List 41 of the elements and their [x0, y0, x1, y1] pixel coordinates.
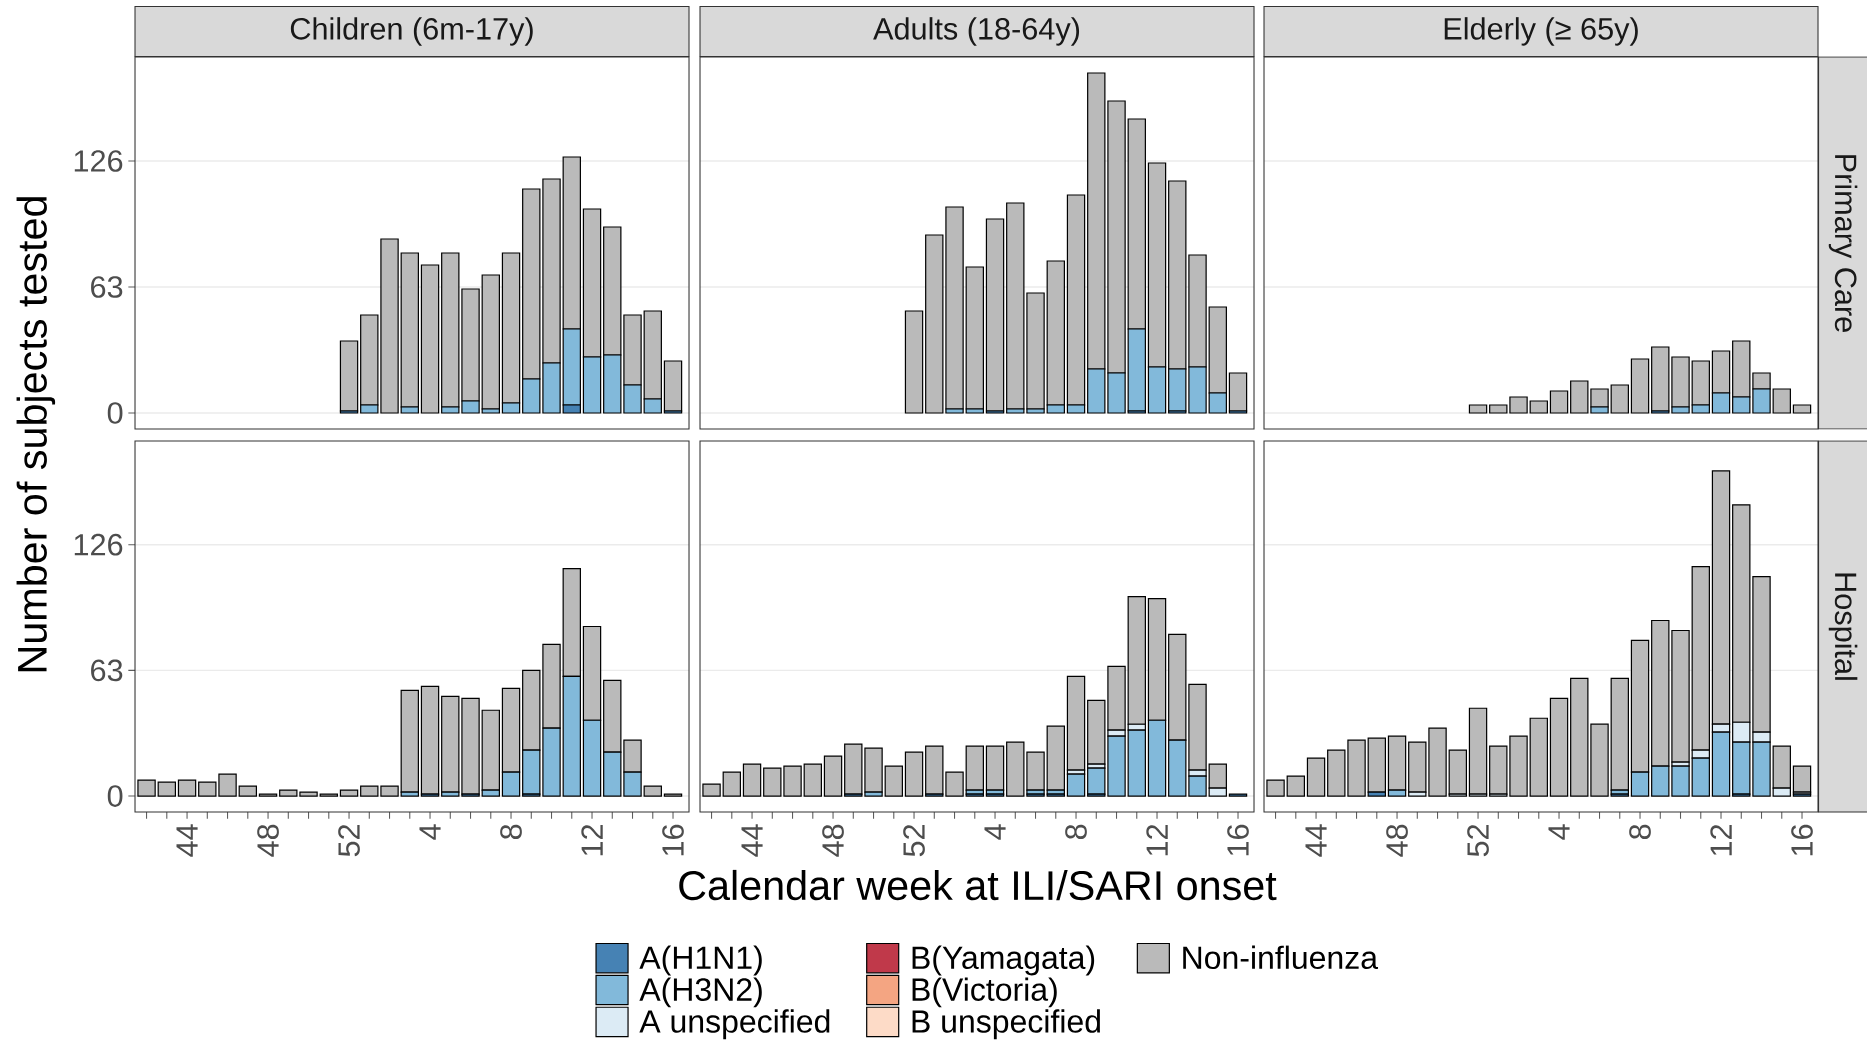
- legend-label: B(Yamagata): [912, 945, 1095, 976]
- y-tick-label: 63: [91, 659, 123, 682]
- legend-label: A(H3N2): [639, 977, 762, 1008]
- y-axis-title: Number of subjects tested: [16, 197, 56, 672]
- chart-title: Children (6m-17y): [290, 17, 533, 46]
- x-axis-title: Calendar week at ILI/SARI onset: [679, 869, 1277, 901]
- y-tick-label: 0: [107, 402, 123, 424]
- x-tick-label: 52: [338, 824, 360, 857]
- legend-label: A(H1N1): [639, 945, 762, 976]
- y2-axis-title: Primary Care: [1828, 155, 1858, 332]
- y-tick-label: 63: [91, 276, 123, 298]
- x-tick-label: 8: [500, 824, 522, 840]
- chart-title: Elderly (≥ 65y): [1444, 17, 1638, 46]
- legend-label: B unspecified: [912, 1009, 1100, 1040]
- x-tick-label: 44: [741, 824, 763, 857]
- legend-label: Non-influenza: [1183, 945, 1379, 970]
- chart-title: Adults (18-64y): [873, 17, 1080, 46]
- x-tick-label: 12: [1146, 824, 1168, 856]
- y-tick-label: 126: [74, 150, 123, 172]
- x-tick-label: 4: [1548, 824, 1570, 840]
- x-tick-label: 16: [1227, 824, 1249, 856]
- x-tick-label: 16: [662, 824, 684, 856]
- x-tick-label: 12: [581, 824, 603, 856]
- x-tick-label: 8: [1065, 824, 1087, 840]
- x-tick-label: 48: [822, 824, 844, 857]
- x-tick-label: 52: [903, 824, 925, 857]
- x-tick-label: 52: [1467, 824, 1489, 857]
- x-tick-label: 4: [419, 824, 441, 840]
- legend-label: B(Victoria): [912, 977, 1057, 1008]
- x-tick-label: 4: [984, 824, 1006, 840]
- x-tick-label: 48: [257, 824, 279, 857]
- y-tick-label: 126: [74, 533, 123, 556]
- y2-axis-title: Hospital: [1828, 573, 1858, 680]
- x-tick-label: 12: [1710, 824, 1732, 856]
- legend-label: A unspecified: [639, 1009, 830, 1040]
- x-tick-label: 44: [1305, 824, 1327, 857]
- x-tick-label: 48: [1386, 824, 1408, 857]
- x-tick-label: 8: [1629, 824, 1651, 840]
- x-tick-label: 44: [176, 824, 198, 857]
- x-tick-label: 16: [1791, 824, 1813, 856]
- y-tick-label: 0: [107, 785, 123, 807]
